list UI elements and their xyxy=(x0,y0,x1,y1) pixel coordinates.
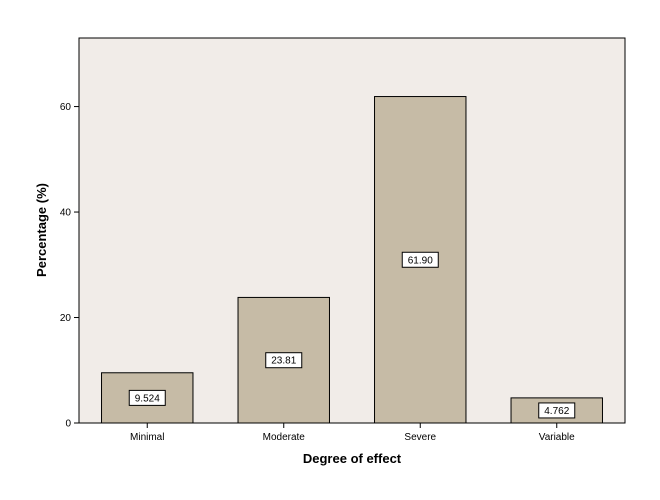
data-label: 4.762 xyxy=(544,406,569,417)
data-label-box xyxy=(265,352,303,369)
data-label: 23.81 xyxy=(271,356,296,367)
x-tick-label: Moderate xyxy=(263,432,306,443)
data-label: 9.524 xyxy=(135,393,160,404)
data-labels-group: 9.524 23.81 61.90 4.762 xyxy=(128,251,576,419)
x-tick-label: Severe xyxy=(404,432,436,443)
data-label-box xyxy=(128,389,166,406)
y-tick-label: 0 xyxy=(65,419,71,430)
data-label-box xyxy=(401,251,439,268)
x-tick-label: Minimal xyxy=(130,432,164,443)
y-tick-label: 40 xyxy=(60,208,72,219)
x-tick-label: Variable xyxy=(539,432,575,443)
y-axis-title: Percentage (%) xyxy=(34,183,49,277)
x-axis-title: Degree of effect xyxy=(303,451,402,466)
y-axis: 0 20 40 60 xyxy=(60,102,79,430)
plot-area xyxy=(78,37,626,424)
y-tick-label: 60 xyxy=(60,102,72,113)
y-tick-label: 20 xyxy=(60,313,72,324)
data-label-box xyxy=(538,402,576,419)
data-label: 61.90 xyxy=(408,255,433,266)
x-axis: Minimal Moderate Severe Variable xyxy=(130,423,575,443)
